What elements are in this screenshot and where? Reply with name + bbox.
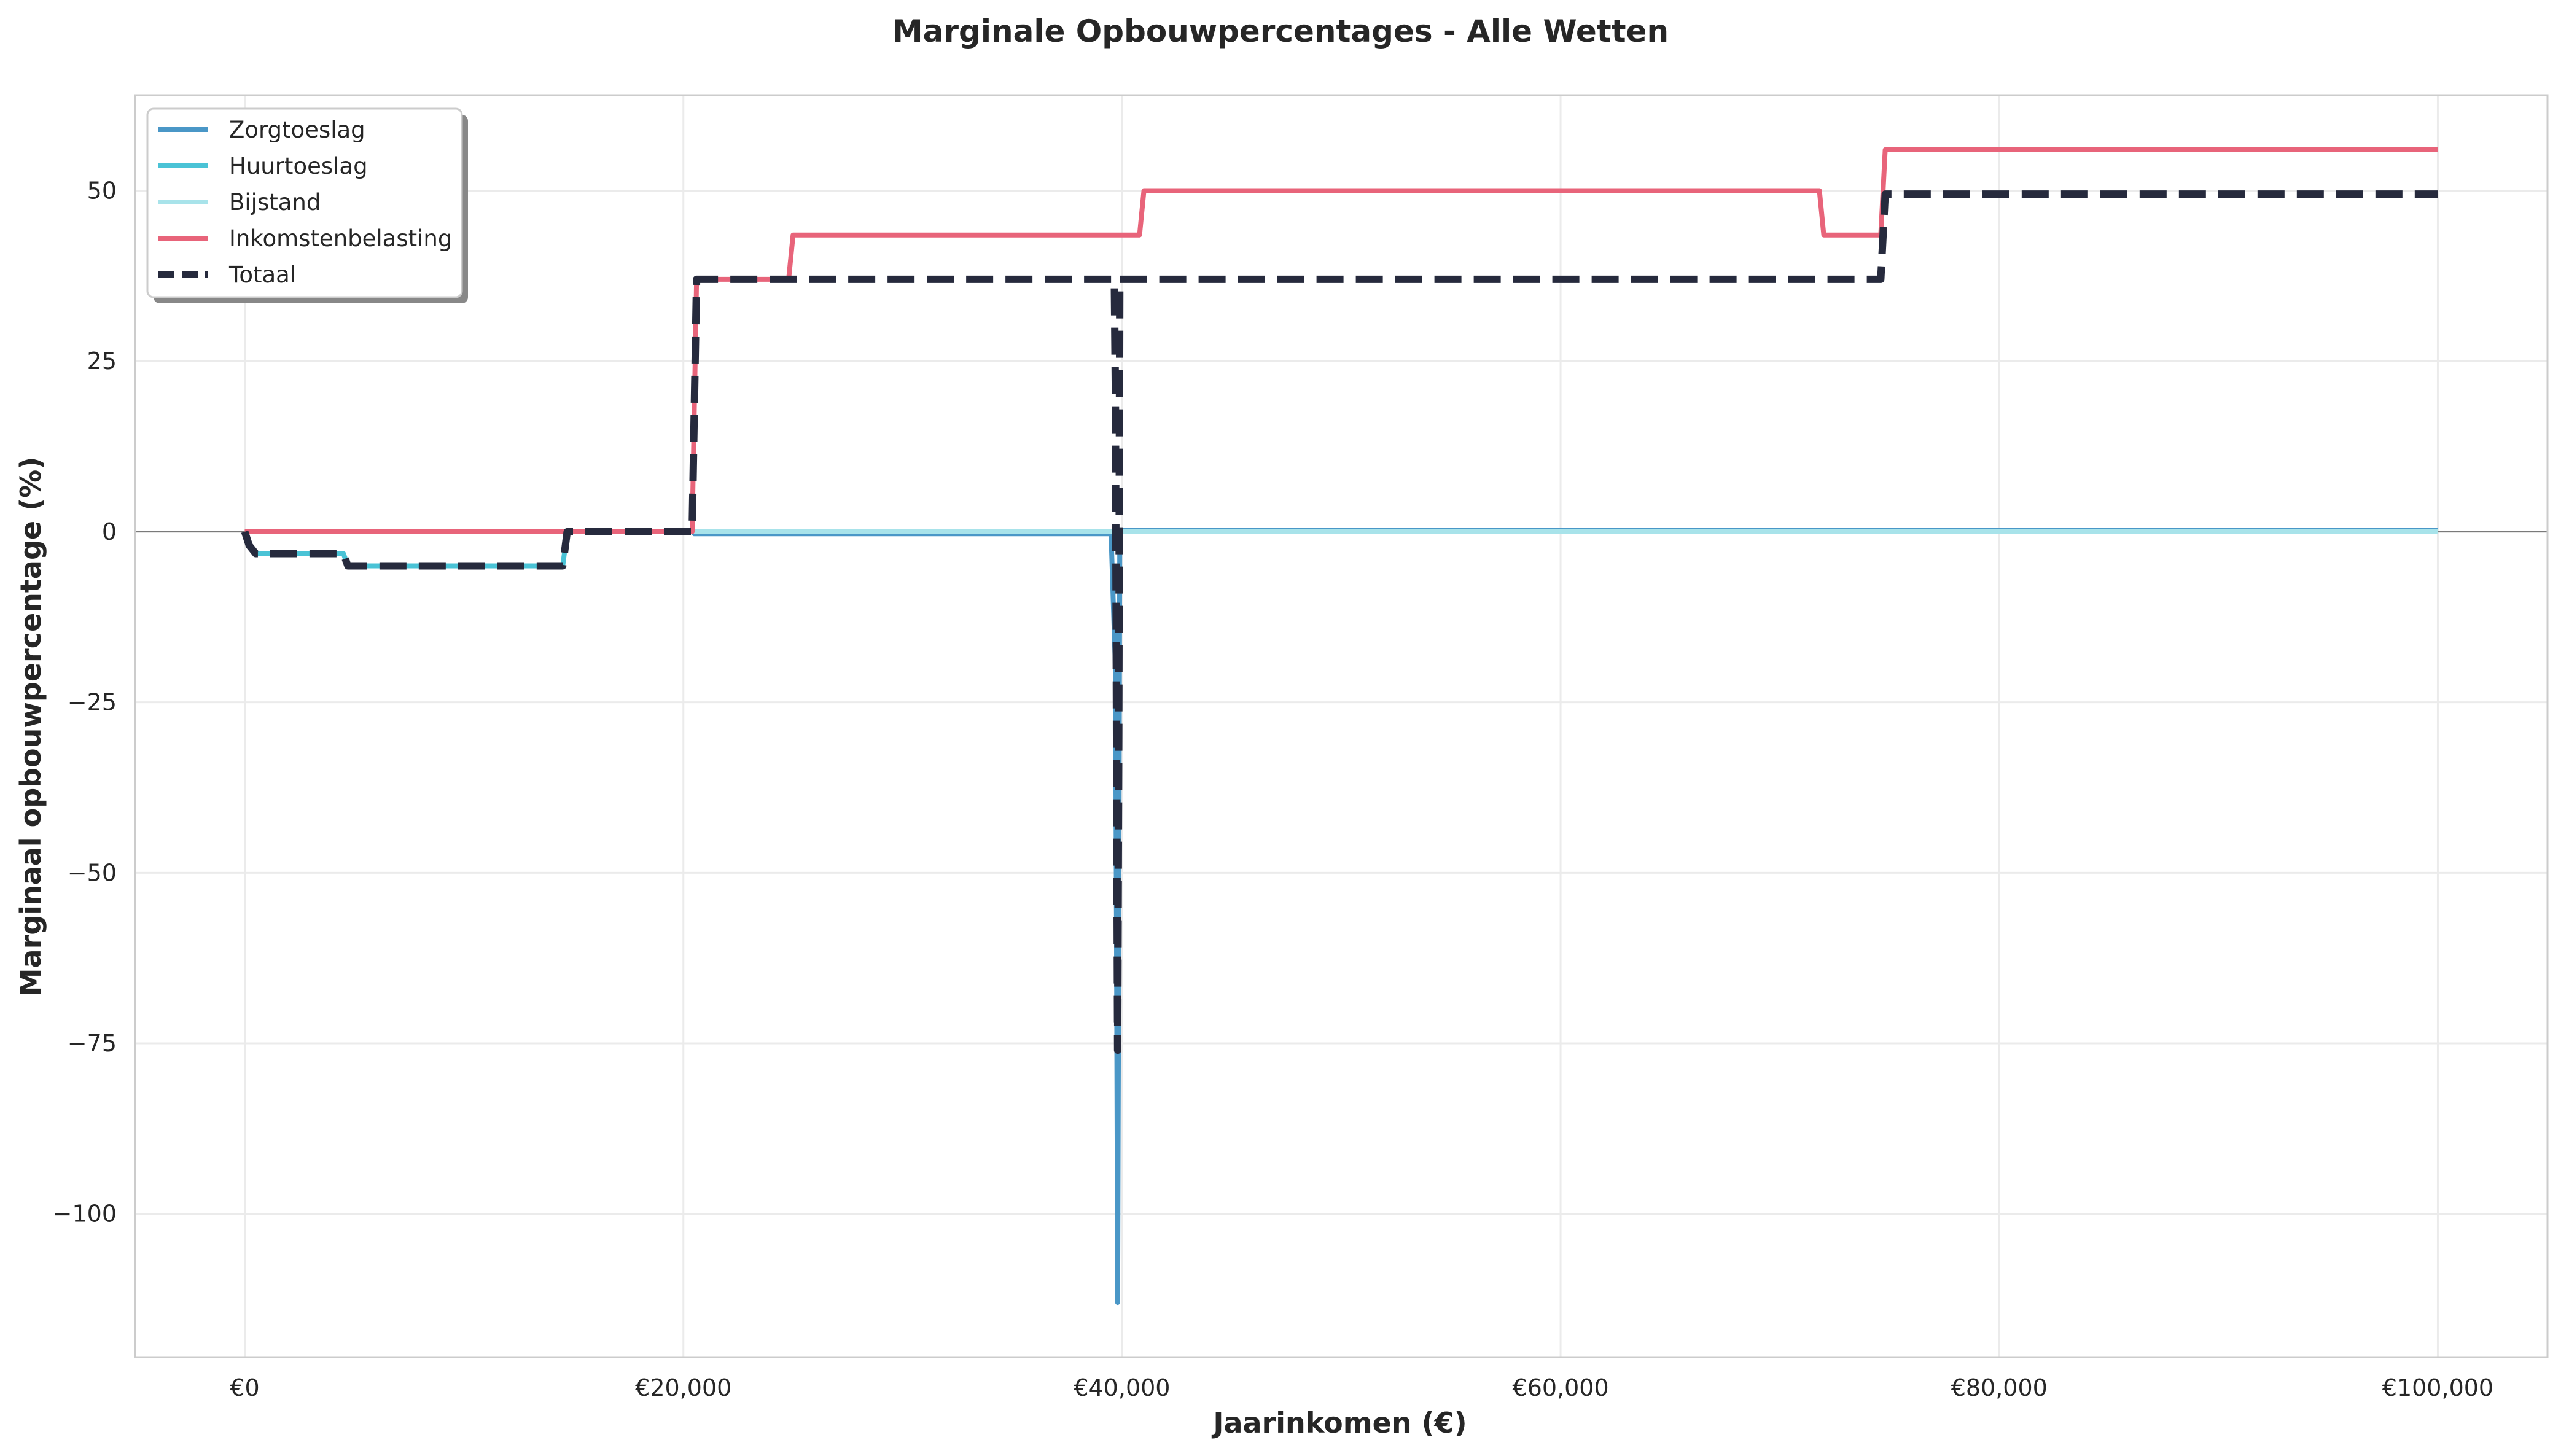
legend-item-label: Zorgtoeslag — [229, 117, 365, 143]
x-axis-label: Jaarinkomen (€) — [1211, 1406, 1467, 1439]
x-tick-label: €0 — [230, 1374, 259, 1401]
x-tick-label: €100,000 — [2382, 1374, 2493, 1401]
legend: Zorgtoeslag Huurtoeslag Bijstand Inkomstenb… — [146, 107, 468, 303]
legend-item-label: Totaal — [228, 262, 296, 288]
series-group — [241, 147, 2438, 1306]
legend-item-label: Bijstand — [229, 189, 321, 216]
legend-box — [146, 107, 463, 298]
x-axis-ticks: €0 €20,000 €40,000 €60,000 €80,000 €100,000 — [230, 1374, 2493, 1401]
x-tick-label: €40,000 — [1074, 1374, 1170, 1401]
legend-item-label: Huurtoeslag — [229, 153, 368, 179]
x-tick-label: €60,000 — [1513, 1374, 1609, 1401]
y-axis-label: Marginaal opbouwpercentage (%) — [14, 457, 47, 996]
y-tick-label: 25 — [87, 348, 117, 375]
y-axis-ticks: 50 25 0 −25 −50 −75 −100 — [53, 177, 117, 1228]
series-line-totaal — [241, 190, 2438, 1054]
y-tick-label: 50 — [87, 177, 117, 204]
chart-title: Marginale Opbouwpercentages - Alle Wette… — [892, 14, 1669, 49]
y-tick-label: 0 — [102, 518, 117, 545]
y-tick-label: −100 — [53, 1201, 117, 1228]
legend-item-label: Inkomstenbelasting — [229, 225, 452, 252]
x-tick-label: €20,000 — [635, 1374, 731, 1401]
y-tick-label: −50 — [68, 859, 117, 886]
y-tick-label: −25 — [68, 689, 117, 716]
plot-frame — [134, 94, 2549, 1358]
x-tick-label: €80,000 — [1951, 1374, 2048, 1401]
y-tick-label: −75 — [68, 1030, 117, 1057]
